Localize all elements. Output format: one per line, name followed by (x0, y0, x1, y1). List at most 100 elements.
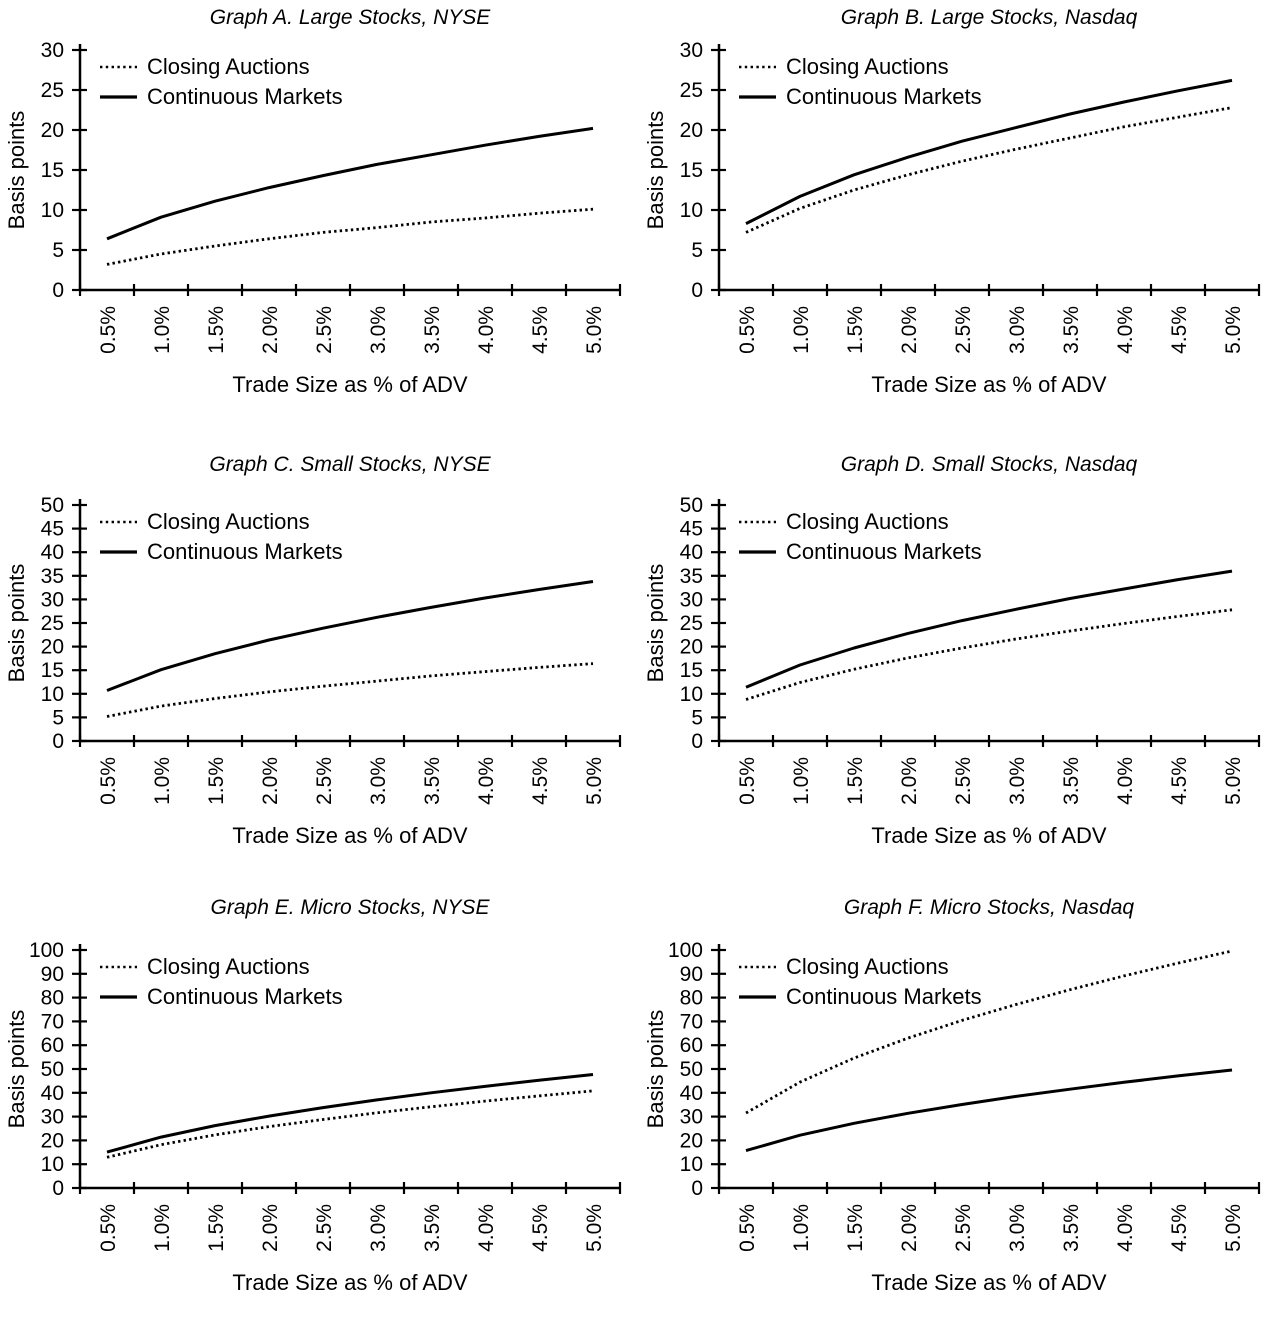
x-tick-label: 5.0% (583, 1204, 606, 1252)
y-tick-label: 30 (679, 588, 702, 611)
chart-graph-c: Graph C. Small Stocks, NYSE Basis points 0… (0, 441, 639, 882)
y-tick-label: 45 (41, 518, 64, 541)
y-tick-label: 5 (52, 239, 64, 262)
x-tick-label: 2.0% (259, 306, 282, 354)
chart-title: Graph B. Large Stocks, Nasdaq (840, 6, 1137, 29)
y-tick-label: 20 (41, 636, 64, 659)
x-tick-label: 4.5% (529, 1204, 552, 1252)
y-tick-label: 25 (41, 612, 64, 635)
legend-label: Closing Auctions (147, 54, 310, 79)
x-tick-label: 2.5% (313, 306, 336, 354)
legend-label: Closing Auctions (786, 509, 949, 534)
plot-area-graph-e: Graph E. Micro Stocks, NYSE Basis points 0… (4, 896, 622, 1295)
plot-area-graph-f: Graph F. Micro Stocks, Nasdaq Basis point… (643, 896, 1260, 1295)
y-tick-label: 10 (41, 1153, 64, 1176)
x-tick-label: 2.0% (259, 757, 282, 805)
y-tick-label: 0 (691, 730, 703, 753)
x-tick-label: 5.0% (1222, 306, 1245, 354)
x-tick-label: 0.5% (97, 757, 120, 805)
x-tick-label: 1.0% (790, 1204, 813, 1252)
x-tick-label: 4.5% (1168, 306, 1191, 354)
y-tick-label: 5 (691, 706, 703, 729)
y-tick-label: 25 (679, 612, 702, 635)
series-line-dotted (106, 662, 594, 718)
legend-label: Closing Auctions (147, 954, 310, 979)
x-axis-caption: Trade Size as % of ADV (232, 1270, 468, 1295)
x-axis-caption: Trade Size as % of ADV (871, 372, 1107, 397)
y-tick-label: 0 (691, 1177, 703, 1200)
y-tick-label: 25 (679, 79, 702, 102)
y-tick-label: 20 (679, 636, 702, 659)
y-tick-label: 100 (29, 939, 64, 962)
x-tick-label: 4.0% (475, 306, 498, 354)
y-tick-label: 60 (41, 1034, 64, 1057)
x-tick-label: 1.5% (844, 1204, 867, 1252)
x-tick-label: 1.0% (790, 306, 813, 354)
y-axis-label: Basis points (4, 111, 29, 230)
y-tick-label: 35 (679, 565, 702, 588)
y-tick-label: 90 (679, 963, 702, 986)
y-tick-label: 20 (679, 1129, 702, 1152)
y-tick-label: 5 (52, 706, 64, 729)
x-tick-label: 4.5% (1168, 757, 1191, 805)
x-tick-label: 3.5% (1060, 757, 1083, 805)
series-line-solid (744, 569, 1232, 689)
x-tick-label: 1.5% (844, 757, 867, 805)
chart-title: Graph C. Small Stocks, NYSE (209, 453, 491, 476)
x-tick-label: 5.0% (1222, 1204, 1245, 1252)
y-tick-label: 50 (41, 1058, 64, 1081)
series-line-dotted (744, 949, 1232, 1115)
y-axis-label: Basis points (643, 1010, 668, 1129)
y-tick-label: 0 (52, 730, 64, 753)
x-tick-label: 2.5% (952, 1204, 975, 1252)
plot-area-graph-b: Graph B. Large Stocks, Nasdaq Basis point… (643, 6, 1260, 397)
y-tick-label: 10 (679, 1153, 702, 1176)
legend-label: Continuous Markets (786, 84, 982, 109)
x-tick-label: 4.0% (1114, 1204, 1137, 1252)
y-tick-label: 0 (52, 1177, 64, 1200)
series-line-solid (745, 1068, 1232, 1153)
y-tick-label: 80 (41, 987, 64, 1010)
y-tick-label: 15 (41, 659, 64, 682)
y-tick-label: 80 (679, 987, 702, 1010)
x-tick-label: 1.0% (790, 757, 813, 805)
legend-label: Closing Auctions (147, 509, 310, 534)
y-tick-label: 5 (691, 239, 703, 262)
x-tick-label: 3.5% (1060, 306, 1083, 354)
x-tick-label: 2.5% (313, 1204, 336, 1252)
x-tick-label: 5.0% (583, 757, 606, 805)
x-tick-label: 4.0% (475, 757, 498, 805)
y-tick-label: 10 (41, 683, 64, 706)
x-tick-label: 1.5% (205, 1204, 228, 1252)
x-tick-label: 3.5% (421, 1204, 444, 1252)
x-tick-label: 1.0% (151, 306, 174, 354)
series-line-dotted (106, 207, 594, 266)
x-axis-caption: Trade Size as % of ADV (232, 823, 468, 848)
y-tick-label: 15 (41, 159, 64, 182)
x-tick-label: 3.0% (1006, 306, 1029, 354)
series-line-dotted (106, 1089, 594, 1159)
chart-title: Graph A. Large Stocks, NYSE (210, 6, 492, 29)
x-tick-label: 0.5% (736, 757, 759, 805)
plot-area-graph-a: Graph A. Large Stocks, NYSE Basis points 0… (4, 6, 622, 397)
y-tick-label: 0 (52, 279, 64, 302)
y-axis-label: Basis points (4, 564, 29, 683)
legend-label: Continuous Markets (786, 984, 982, 1009)
legend-label: Continuous Markets (786, 539, 982, 564)
chart-graph-a: Graph A. Large Stocks, NYSE Basis points 0… (0, 0, 639, 441)
legend-label: Continuous Markets (147, 539, 343, 564)
x-tick-label: 2.5% (313, 757, 336, 805)
x-tick-label: 2.0% (898, 757, 921, 805)
y-tick-label: 30 (41, 1106, 64, 1129)
chart-graph-f: Graph F. Micro Stocks, Nasdaq Basis point… (639, 882, 1277, 1323)
x-tick-label: 4.0% (1114, 306, 1137, 354)
y-tick-label: 70 (679, 1010, 702, 1033)
x-tick-label: 2.0% (259, 1204, 282, 1252)
y-axis-label: Basis points (4, 1010, 29, 1129)
y-tick-label: 20 (41, 119, 64, 142)
y-tick-label: 0 (691, 279, 703, 302)
y-tick-label: 45 (679, 518, 702, 541)
y-axis-label: Basis points (643, 564, 668, 683)
x-tick-label: 4.0% (1114, 757, 1137, 805)
x-axis-caption: Trade Size as % of ADV (232, 372, 468, 397)
